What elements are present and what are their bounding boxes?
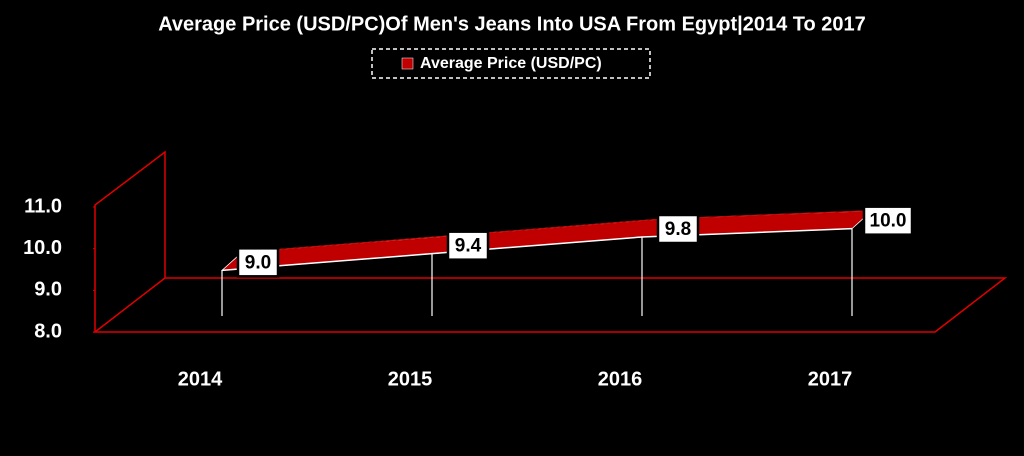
x-tick-label: 2017: [808, 368, 853, 390]
back-wall: [94, 150, 166, 332]
data-label-box: [656, 213, 700, 245]
data-label-box: [446, 230, 490, 261]
legend-label: Average Price (USD/PC): [420, 55, 602, 72]
x-tick-label: 2015: [388, 368, 433, 390]
y-tick-label: 8.0: [34, 320, 62, 342]
line-back: [241, 210, 873, 253]
floor: [92, 277, 1008, 333]
data-label-box: [862, 205, 914, 236]
x-tick-label: 2014: [178, 368, 223, 390]
line-front: [221, 227, 853, 272]
data-label: 9.0: [245, 252, 271, 273]
legend-swatch: [401, 57, 414, 70]
y-tick-label: 10.0: [23, 237, 62, 259]
x-tick-label: 2016: [598, 368, 643, 390]
chart-title: Average Price (USD/PC)Of Men's Jeans Int…: [158, 13, 866, 35]
data-label: 9.4: [455, 236, 482, 257]
data-label: 10.0: [870, 211, 907, 232]
y-tick-label: 11.0: [24, 195, 62, 217]
data-label: 9.8: [665, 219, 691, 240]
axes-frame: [92, 150, 1008, 333]
y-tick-label: 9.0: [34, 279, 62, 301]
data-label-box: [236, 247, 280, 278]
